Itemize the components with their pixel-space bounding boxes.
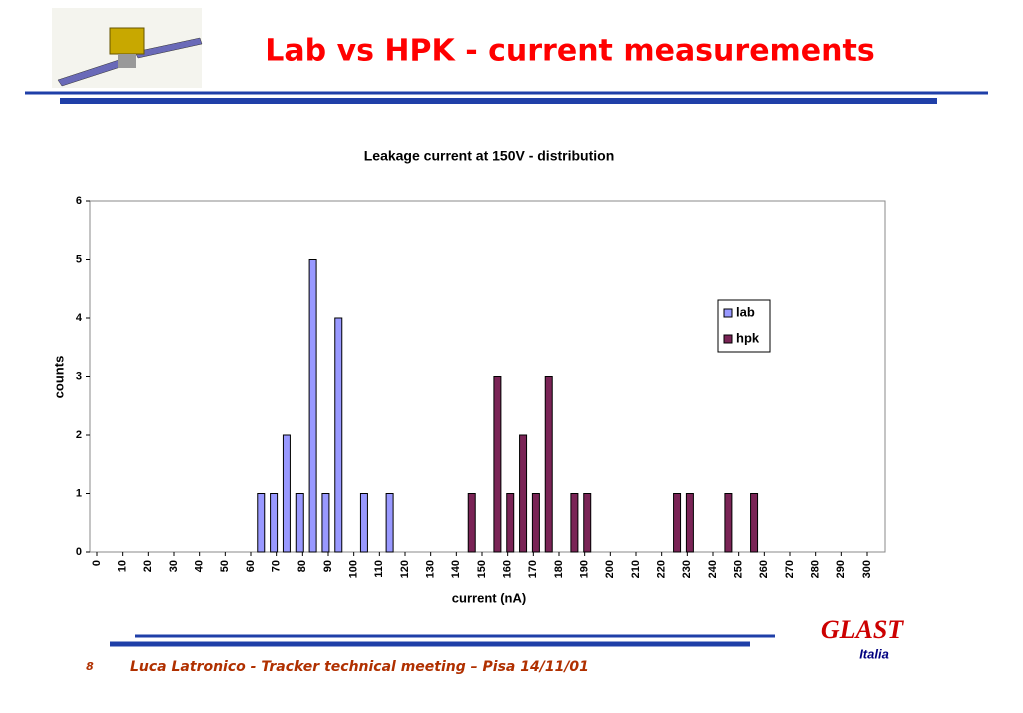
x-tick-label: 140 xyxy=(450,560,462,578)
x-tick-label: 260 xyxy=(758,560,770,578)
x-tick-label: 60 xyxy=(245,560,257,572)
x-tick-label: 20 xyxy=(142,560,154,572)
logo-sub: Italia xyxy=(859,646,889,661)
page-number: 8 xyxy=(86,660,94,673)
x-tick-label: 100 xyxy=(348,560,360,578)
x-tick-label: 190 xyxy=(579,560,591,578)
x-tick-label: 270 xyxy=(784,560,796,578)
bar xyxy=(334,317,343,553)
x-tick-label: 50 xyxy=(219,560,231,572)
x-tick-label: 280 xyxy=(810,560,822,578)
x-tick-label: 90 xyxy=(322,560,334,572)
bar xyxy=(295,493,304,553)
bar xyxy=(270,493,279,553)
bar xyxy=(750,493,759,553)
bar xyxy=(467,493,476,553)
y-axis-label: counts xyxy=(51,356,66,399)
bar xyxy=(359,493,368,553)
legend-swatch xyxy=(723,308,733,318)
x-tick-label: 170 xyxy=(527,560,539,578)
x-tick-label: 120 xyxy=(399,560,411,578)
x-tick-label: 220 xyxy=(656,560,668,578)
satellite-icon xyxy=(52,8,203,88)
bar xyxy=(685,493,694,553)
x-tick-label: 130 xyxy=(425,560,437,578)
bar xyxy=(544,376,553,553)
bar xyxy=(506,493,515,553)
bar xyxy=(308,259,317,553)
x-tick-label: 210 xyxy=(630,560,642,578)
x-axis-label: current (nA) xyxy=(452,590,526,605)
x-tick-label: 150 xyxy=(476,560,488,578)
bar xyxy=(321,493,330,553)
x-tick-label: 160 xyxy=(502,560,514,578)
x-tick-label: 230 xyxy=(681,560,693,578)
plot-frame xyxy=(89,200,886,553)
x-tick-label: 40 xyxy=(194,560,206,572)
legend-label: lab xyxy=(736,304,755,319)
x-tick-label: 10 xyxy=(117,560,129,572)
y-tick-label: 4 xyxy=(76,312,83,324)
x-tick-label: 30 xyxy=(168,560,180,572)
legend-swatch xyxy=(723,334,733,344)
bar xyxy=(583,493,592,553)
bar xyxy=(493,376,502,553)
x-tick-label: 300 xyxy=(861,560,873,578)
x-tick-label: 110 xyxy=(373,560,385,578)
y-tick-label: 1 xyxy=(76,487,82,499)
slide-title: Lab vs HPK - current measurements xyxy=(265,34,874,69)
x-tick-label: 200 xyxy=(604,560,616,578)
x-tick-label: 240 xyxy=(707,560,719,578)
bar xyxy=(673,493,682,553)
footer-text: Luca Latronico - Tracker technical meeti… xyxy=(130,659,589,675)
x-tick-label: 0 xyxy=(91,560,103,566)
bar xyxy=(570,493,579,553)
x-tick-label: 250 xyxy=(733,560,745,578)
y-tick-label: 2 xyxy=(76,429,82,441)
x-tick-label: 290 xyxy=(835,560,847,578)
chart-title: Leakage current at 150V - distribution xyxy=(364,148,615,164)
x-tick-label: 70 xyxy=(271,560,283,572)
legend-label: hpk xyxy=(736,330,760,345)
x-tick-label: 80 xyxy=(296,560,308,572)
bar xyxy=(282,434,291,553)
y-tick-label: 5 xyxy=(76,253,82,265)
bar xyxy=(519,434,528,553)
y-tick-label: 0 xyxy=(76,546,82,558)
y-tick-label: 6 xyxy=(76,195,82,207)
x-tick-label: 180 xyxy=(553,560,565,578)
legend: lab hpk xyxy=(717,299,771,353)
y-tick-label: 3 xyxy=(76,370,82,382)
bar xyxy=(531,493,540,553)
bar xyxy=(385,493,394,553)
bar xyxy=(724,493,733,553)
logo: GLAST xyxy=(821,615,904,644)
bar xyxy=(257,493,266,553)
